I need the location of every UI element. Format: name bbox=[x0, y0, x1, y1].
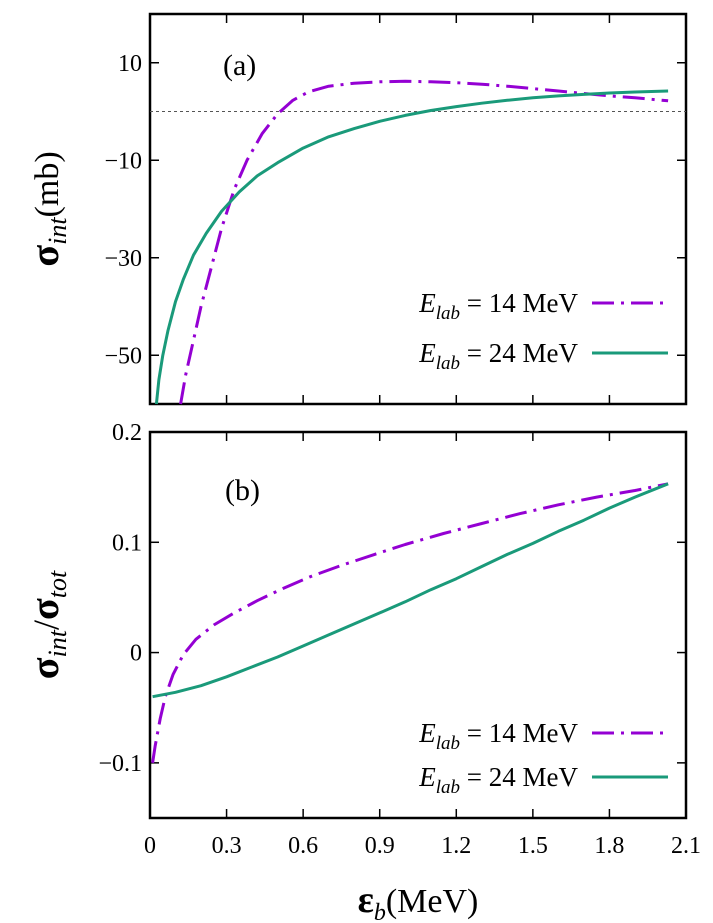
panel-a-ylabel-unit: (mb) bbox=[29, 151, 66, 217]
panel-b-xtick-label: 0 bbox=[144, 833, 156, 859]
panel-b-legend-24-label: Elab = 24 MeV bbox=[418, 762, 578, 798]
panel-a-y-axis-title: σint(mb) bbox=[22, 151, 72, 266]
panel-b-ytick-label: 0 bbox=[130, 641, 142, 667]
panel-b-ylabel-main1: σ bbox=[22, 657, 67, 679]
panel-a-ylabel-sub: int bbox=[43, 217, 72, 245]
svg-text:σint(mb): σint(mb) bbox=[22, 151, 72, 266]
panel-a-frame bbox=[148, 12, 688, 406]
panel-a-legend: Elab = 14 MeV Elab = 24 MeV bbox=[418, 288, 668, 374]
panel-a-label: (a) bbox=[223, 49, 256, 82]
panel-a-ytick-label: −10 bbox=[104, 148, 142, 174]
panel-b-frame bbox=[148, 430, 688, 820]
panel-b-ytick-label: −0.1 bbox=[98, 751, 142, 777]
panel-b-ylabel-sub1: int bbox=[43, 629, 72, 657]
panel-b-legend: Elab = 14 MeV Elab = 24 MeV bbox=[418, 718, 668, 798]
panel-b-ylabel-slash: / bbox=[26, 620, 66, 630]
x-axis-title-sub: b bbox=[374, 900, 386, 923]
panel-b-ticks: 0 0.3 0.6 0.9 1.2 1.5 1.8 2.1 0.2 0.1 0 −0.1 bbox=[98, 420, 701, 859]
panel-a-series bbox=[154, 79, 669, 405]
panel-b-ytick-label: 0.1 bbox=[112, 530, 142, 556]
panel-a: 10 −10 −30 −50 (a) σint(mb) Elab = 14 MeV E… bbox=[22, 12, 688, 406]
panel-b-xtick-label: 0.3 bbox=[212, 833, 242, 859]
x-axis-title-main: ε bbox=[358, 879, 374, 921]
panel-b-ylabel-sub2: tot bbox=[43, 570, 72, 598]
panel-a-ticks: 10 −10 −30 −50 bbox=[104, 14, 687, 404]
panel-b-xtick-label: 0.6 bbox=[288, 833, 318, 859]
x-axis-title: εb(MeV) bbox=[358, 879, 479, 923]
panel-b-series bbox=[151, 482, 669, 764]
panel-a-ylabel-main: σ bbox=[22, 245, 67, 267]
panel-a-series-24mev-line bbox=[154, 89, 669, 405]
svg-text:εb(MeV): εb(MeV) bbox=[358, 879, 479, 923]
panel-b-xtick-label: 2.1 bbox=[671, 833, 701, 859]
panel-b-series-14mev-line bbox=[151, 482, 669, 764]
panel-b-series-24mev-line bbox=[152, 482, 669, 699]
panel-b-xtick-label: 1.5 bbox=[518, 833, 548, 859]
panel-a-series-14mev-line bbox=[179, 79, 669, 405]
panel-b-ytick-label: 0.2 bbox=[112, 420, 142, 446]
panel-b: 0 0.3 0.6 0.9 1.2 1.5 1.8 2.1 0.2 0.1 0 −0.1 (b) σi… bbox=[22, 420, 701, 923]
panel-b-xtick-label: 1.2 bbox=[441, 833, 471, 859]
panel-a-legend-14-label: Elab = 14 MeV bbox=[418, 288, 578, 324]
panel-a-ytick-label: −50 bbox=[104, 343, 142, 369]
panel-a-legend-24-label: Elab = 24 MeV bbox=[418, 338, 578, 374]
panel-a-ytick-label: 10 bbox=[118, 51, 142, 77]
svg-text:σint/σtot: σint/σtot bbox=[22, 570, 72, 679]
panel-b-xtick-label: 1.8 bbox=[594, 833, 624, 859]
panel-b-y-axis-title: σint/σtot bbox=[22, 570, 72, 679]
panel-b-xtick-label: 0.9 bbox=[365, 833, 395, 859]
panel-b-label: (b) bbox=[225, 474, 260, 507]
panel-b-legend-14-label: Elab = 14 MeV bbox=[418, 718, 578, 754]
panel-b-ylabel-main2: σ bbox=[22, 598, 67, 620]
panel-a-ytick-label: −30 bbox=[104, 246, 142, 272]
x-axis-title-unit: (MeV) bbox=[386, 883, 479, 920]
